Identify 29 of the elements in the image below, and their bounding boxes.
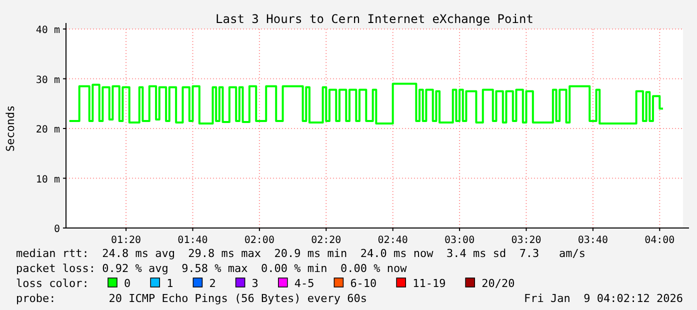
x-tick-label: 04:00 bbox=[644, 235, 675, 246]
y-tick-label: 20 m bbox=[36, 124, 60, 136]
y-tick-label: 40 m bbox=[36, 25, 60, 36]
legend-label: 11-19 bbox=[412, 277, 446, 290]
x-tick-label: 03:20 bbox=[511, 235, 542, 246]
y-axis-title: Seconds bbox=[4, 105, 17, 152]
x-tick-label: 02:00 bbox=[244, 235, 274, 246]
text: packet loss: 0.92 % avg 9.58 % max 0.00 % min 0.00 % now bbox=[16, 262, 408, 275]
x-tick-label: 01:20 bbox=[110, 235, 142, 246]
legend-label: 0 bbox=[124, 277, 131, 290]
legend-title: loss color: bbox=[16, 277, 89, 290]
x-tick-label: 03:40 bbox=[578, 235, 608, 246]
legend-label: 6-10 bbox=[350, 277, 377, 290]
x-tick-label: 03:00 bbox=[444, 235, 475, 246]
legend-label: 20/20 bbox=[482, 277, 515, 290]
y-tick-label: 30 m bbox=[36, 74, 60, 86]
text: median rtt: 24.8 ms avg 29.8 ms max 20.9 ms min 24.0 ms now 3.4 ms sd 7.3 am/s bbox=[16, 247, 586, 260]
y-tick-label: 0 bbox=[54, 224, 60, 235]
x-tick-label: 02:20 bbox=[311, 235, 342, 246]
chart-title: Last 3 Hours to Cern Internet eXchange Point bbox=[216, 12, 534, 26]
y-tick-label: 10 m bbox=[36, 174, 60, 186]
legend-label: 4-5 bbox=[294, 277, 314, 290]
text: probe: 20 ICMP Echo Pings (56 Bytes) every 60s bbox=[16, 292, 367, 305]
legend-label: 1 bbox=[166, 277, 174, 290]
x-tick-label: 02:40 bbox=[378, 235, 408, 246]
legend-label: 3 bbox=[252, 277, 258, 290]
text: Fri Jan 9 04:02:12 2026 bbox=[524, 292, 683, 305]
legend-label: 2 bbox=[209, 277, 216, 290]
x-tick-label: 01:40 bbox=[178, 235, 208, 246]
